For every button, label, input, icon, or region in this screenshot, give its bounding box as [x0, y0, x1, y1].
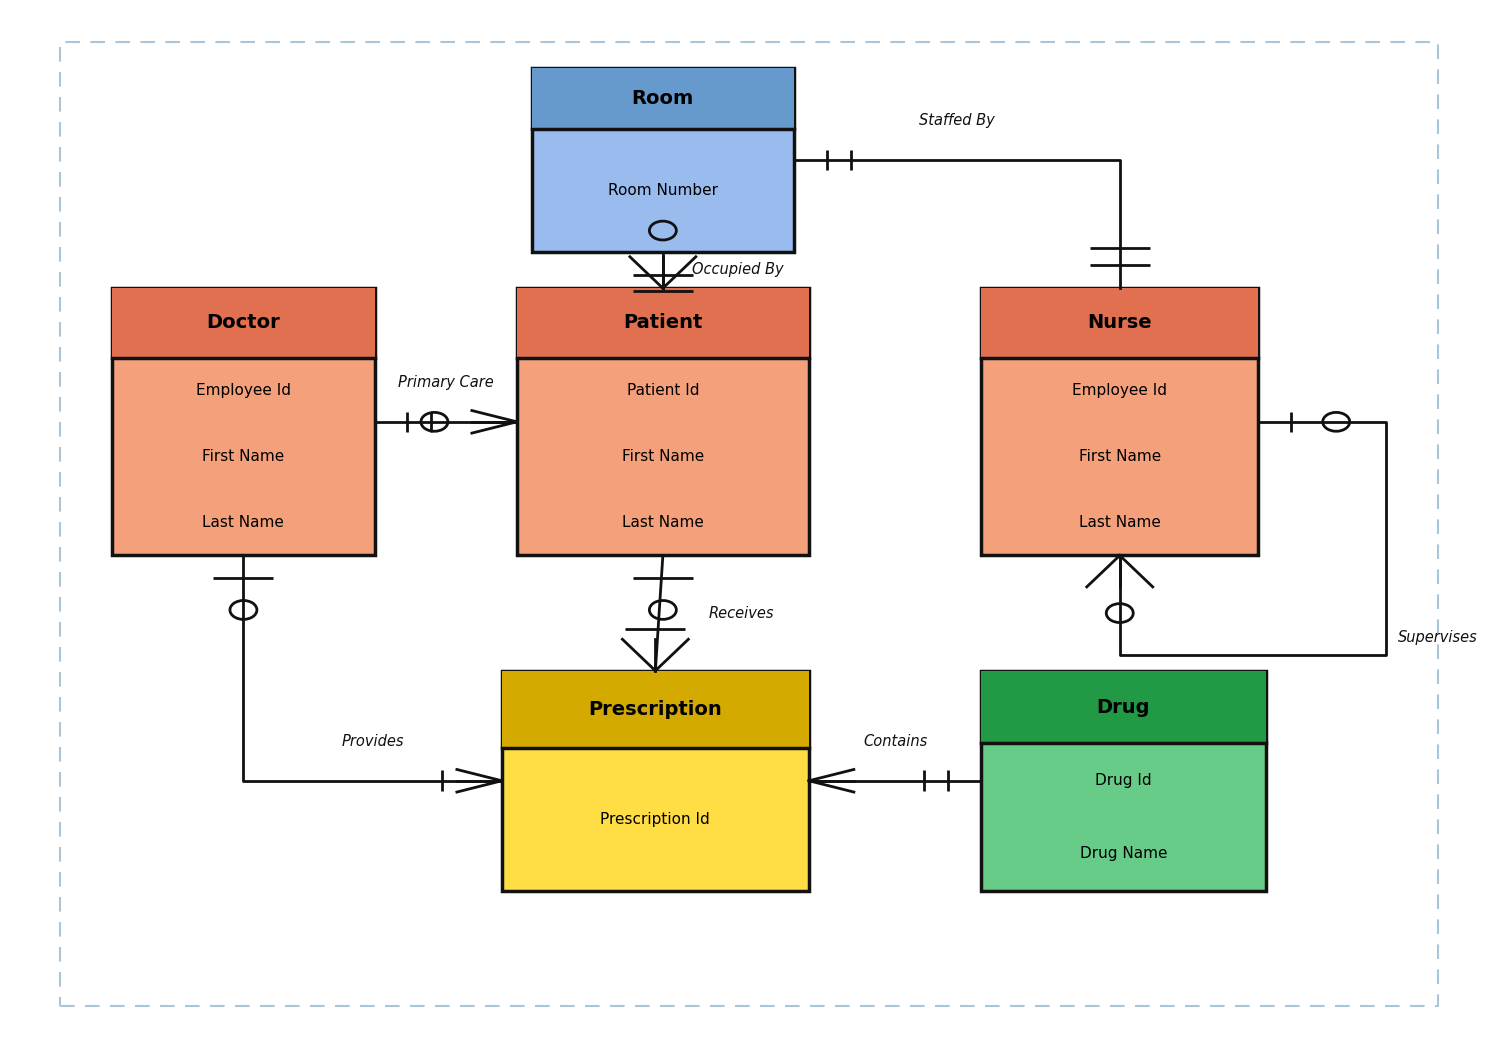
Text: Last Name: Last Name	[202, 515, 285, 530]
Bar	[981, 288, 1258, 555]
Text: First Name: First Name	[202, 449, 285, 464]
Text: Primary Care: Primary Care	[398, 375, 493, 391]
Bar	[532, 68, 794, 129]
Bar	[502, 671, 809, 891]
Text: Last Name: Last Name	[622, 515, 704, 530]
Text: Staffed By: Staffed By	[918, 113, 995, 129]
Bar	[981, 288, 1258, 357]
Text: Contains: Contains	[863, 735, 927, 749]
Text: Drug Name: Drug Name	[1080, 847, 1167, 861]
Text: Provides: Provides	[342, 735, 404, 749]
Text: Supervises: Supervises	[1398, 630, 1477, 645]
Text: Patient: Patient	[623, 313, 703, 332]
Text: Drug: Drug	[1097, 698, 1150, 717]
Text: First Name: First Name	[622, 449, 704, 464]
Bar	[517, 288, 809, 357]
Text: Occupied By: Occupied By	[692, 262, 783, 278]
Text: Room Number: Room Number	[608, 182, 718, 198]
Text: Room: Room	[632, 89, 694, 108]
Text: Employee Id: Employee Id	[1073, 384, 1167, 398]
Text: Prescription: Prescription	[589, 700, 722, 719]
Bar	[532, 68, 794, 252]
Text: Drug Id: Drug Id	[1095, 772, 1152, 788]
Bar	[112, 288, 374, 357]
Bar	[981, 671, 1266, 891]
Bar	[112, 288, 374, 555]
Text: First Name: First Name	[1079, 449, 1161, 464]
Text: Doctor: Doctor	[207, 313, 280, 332]
Text: Last Name: Last Name	[1079, 515, 1161, 530]
Bar	[517, 288, 809, 555]
Text: Nurse: Nurse	[1088, 313, 1152, 332]
Bar	[981, 671, 1266, 743]
Text: Patient Id: Patient Id	[626, 384, 700, 398]
Text: Prescription Id: Prescription Id	[601, 812, 710, 827]
Text: Receives: Receives	[709, 606, 774, 620]
Bar	[502, 671, 809, 748]
Text: Employee Id: Employee Id	[196, 384, 291, 398]
